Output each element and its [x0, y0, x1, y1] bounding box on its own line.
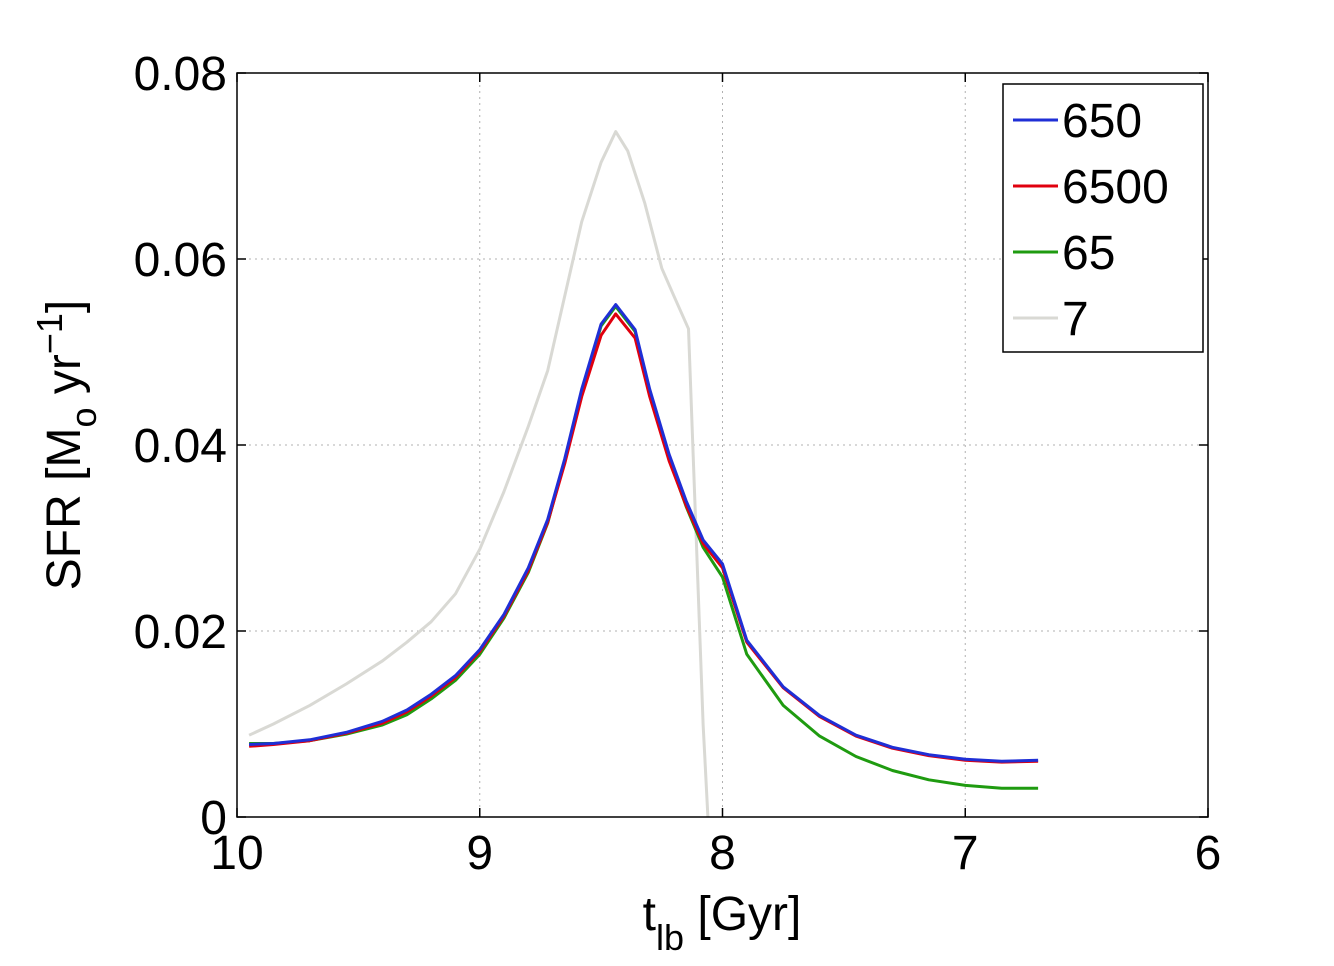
ticks: 10 9 8 7 6 0 0.02 0.04 0.06 0.08: [134, 48, 1222, 880]
x-tick-label: 9: [466, 827, 493, 880]
legend-label-7: 7: [1062, 293, 1089, 346]
x-tick-label: 7: [952, 827, 979, 880]
x-axis-label-main: t: [643, 888, 656, 941]
legend: 650 6500 65 7: [1002, 83, 1204, 353]
y-axis-label-sup: −1: [29, 313, 70, 354]
y-tick-label: 0: [200, 792, 227, 845]
x-tick-label: 8: [709, 827, 736, 880]
legend-label-65: 65: [1062, 227, 1115, 280]
grid: [237, 73, 1208, 817]
y-axis-label: SFR [Mo yr−1]: [29, 300, 104, 590]
legend-label-650: 650: [1062, 95, 1142, 148]
y-axis-label-sub: o: [63, 408, 104, 428]
y-axis-label-suffix: ]: [38, 300, 91, 313]
y-axis-label-mid: yr: [38, 354, 91, 407]
y-tick-label: 0.02: [134, 606, 227, 659]
series-line-650: [249, 303, 1039, 763]
x-axis-label-sub: lb: [656, 917, 684, 958]
x-axis-label-suffix: [Gyr]: [684, 888, 801, 941]
series-line-7: [248, 130, 710, 818]
y-tick-label: 0.04: [134, 420, 227, 473]
x-axis-label: tlb [Gyr]: [643, 888, 802, 958]
legend-label-6500: 6500: [1062, 161, 1169, 214]
y-tick-label: 0.08: [134, 48, 227, 101]
y-tick-label: 0.06: [134, 234, 227, 287]
x-tick-label: 6: [1195, 827, 1222, 880]
x-tick-label: 10: [210, 827, 263, 880]
series-layer: [248, 130, 1039, 818]
y-axis-label-prefix: SFR [M: [38, 428, 91, 591]
legend-box: [1002, 83, 1204, 353]
